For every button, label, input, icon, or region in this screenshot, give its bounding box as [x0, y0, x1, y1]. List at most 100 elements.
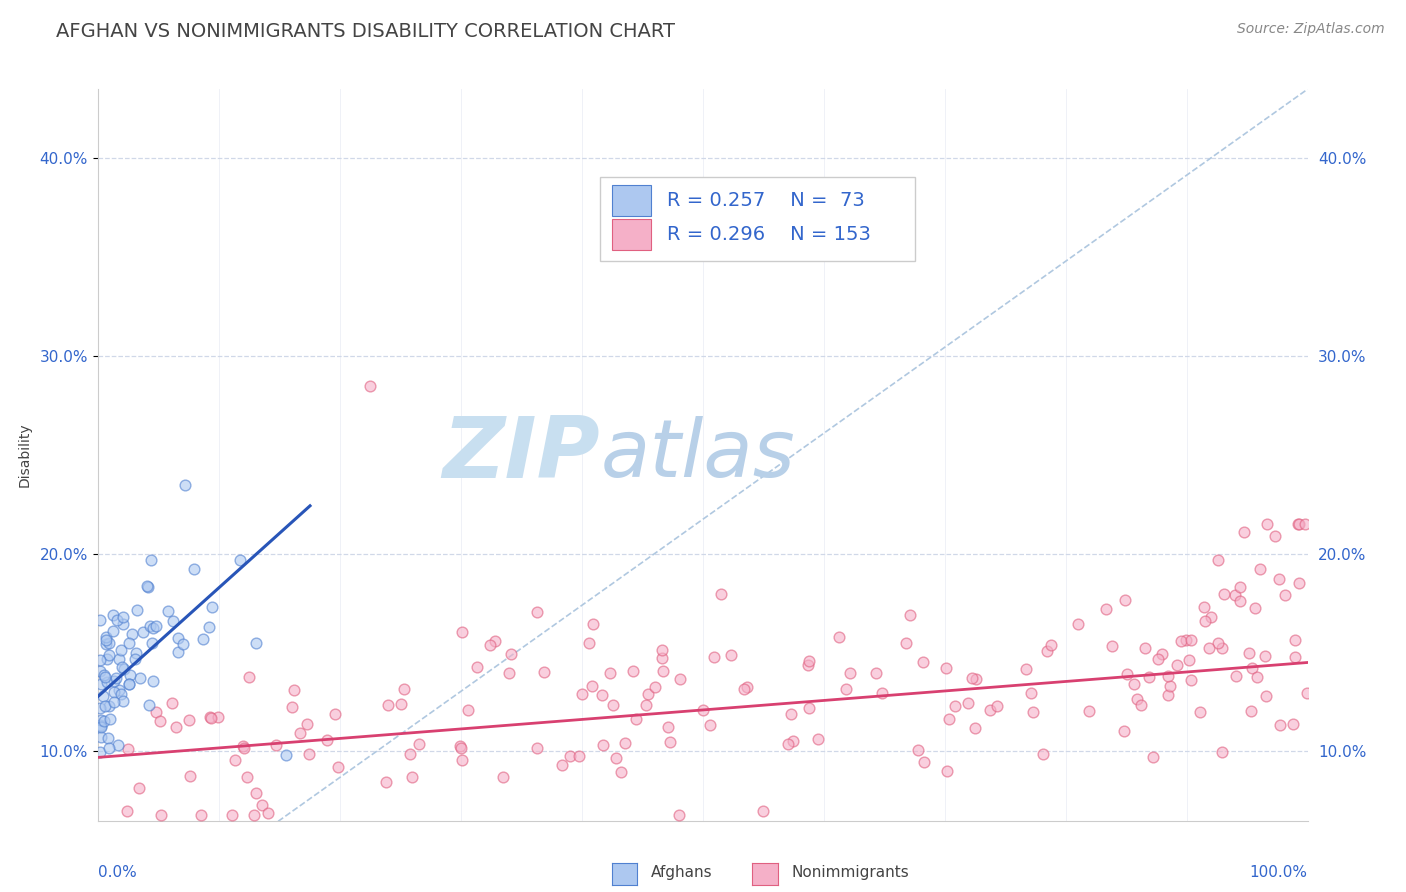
- Point: [238, 670, 260, 684]
- Point: [1095, 602, 1118, 616]
- Point: [103, 673, 125, 688]
- Point: [581, 680, 603, 694]
- Point: [149, 807, 172, 822]
- Point: [752, 804, 775, 818]
- Point: [1123, 677, 1146, 691]
- Point: [125, 646, 148, 660]
- Point: [1256, 517, 1278, 532]
- Point: [1284, 633, 1306, 648]
- Point: [90, 719, 112, 733]
- Point: [96, 674, 118, 689]
- Point: [797, 658, 820, 673]
- Point: [1246, 670, 1268, 684]
- Point: [659, 735, 682, 749]
- Point: [1294, 517, 1316, 532]
- Point: [167, 645, 190, 659]
- Point: [132, 625, 155, 640]
- Point: [644, 680, 666, 694]
- Point: [828, 630, 851, 644]
- Point: [118, 636, 141, 650]
- Point: [1147, 652, 1170, 666]
- Point: [1286, 517, 1309, 532]
- Point: [478, 638, 501, 652]
- FancyBboxPatch shape: [613, 185, 651, 216]
- Point: [1212, 587, 1234, 601]
- Point: [1268, 572, 1291, 586]
- Point: [232, 739, 254, 753]
- Point: [174, 477, 197, 491]
- Point: [605, 751, 627, 765]
- Point: [141, 636, 163, 650]
- Point: [1133, 641, 1156, 656]
- Point: [136, 580, 159, 594]
- Point: [457, 703, 479, 717]
- Point: [360, 378, 382, 392]
- Point: [96, 651, 118, 665]
- Point: [149, 714, 172, 729]
- Point: [101, 624, 124, 638]
- Point: [896, 636, 918, 650]
- Point: [1175, 632, 1198, 647]
- Point: [138, 619, 160, 633]
- Point: [191, 632, 214, 646]
- Point: [651, 643, 673, 657]
- Point: [110, 687, 132, 701]
- Point: [256, 805, 278, 820]
- Point: [1067, 617, 1090, 632]
- Point: [117, 742, 139, 756]
- Point: [1015, 662, 1038, 676]
- Point: [1126, 692, 1149, 706]
- Point: [104, 671, 127, 685]
- Point: [105, 614, 128, 628]
- Point: [94, 633, 117, 648]
- Point: [870, 686, 893, 700]
- Point: [326, 760, 349, 774]
- Point: [1198, 640, 1220, 655]
- Point: [735, 680, 758, 694]
- Point: [1211, 641, 1233, 656]
- Point: [526, 605, 548, 619]
- Point: [94, 699, 117, 714]
- Point: [138, 698, 160, 713]
- Point: [142, 621, 165, 635]
- Point: [323, 707, 346, 722]
- Point: [1116, 666, 1139, 681]
- Point: [1288, 575, 1310, 590]
- Point: [492, 770, 515, 784]
- Point: [1032, 747, 1054, 761]
- FancyBboxPatch shape: [600, 177, 915, 261]
- Point: [1206, 636, 1229, 650]
- Point: [1229, 580, 1251, 594]
- Point: [111, 694, 134, 708]
- Point: [111, 617, 134, 632]
- Point: [636, 698, 658, 712]
- Point: [1264, 529, 1286, 543]
- Point: [118, 676, 141, 690]
- Point: [1274, 589, 1296, 603]
- Point: [965, 673, 987, 687]
- Point: [89, 718, 111, 732]
- Point: [221, 807, 243, 822]
- Point: [1237, 646, 1260, 660]
- Point: [651, 651, 673, 665]
- Point: [936, 764, 959, 778]
- Point: [165, 720, 187, 734]
- Point: [1180, 632, 1202, 647]
- Point: [266, 738, 288, 752]
- Point: [274, 748, 297, 763]
- Text: AFGHAN VS NONIMMIGRANTS DISABILITY CORRELATION CHART: AFGHAN VS NONIMMIGRANTS DISABILITY CORRE…: [56, 22, 675, 41]
- Point: [1035, 644, 1057, 658]
- Point: [484, 634, 506, 648]
- Point: [207, 710, 229, 724]
- Y-axis label: Disability: Disability: [17, 423, 31, 487]
- Point: [657, 720, 679, 734]
- Point: [1189, 705, 1212, 719]
- Point: [297, 717, 319, 731]
- Point: [449, 739, 471, 753]
- Point: [89, 613, 111, 627]
- Point: [526, 741, 548, 756]
- Point: [935, 660, 957, 674]
- Point: [1240, 704, 1263, 718]
- Point: [136, 579, 159, 593]
- Point: [242, 807, 264, 822]
